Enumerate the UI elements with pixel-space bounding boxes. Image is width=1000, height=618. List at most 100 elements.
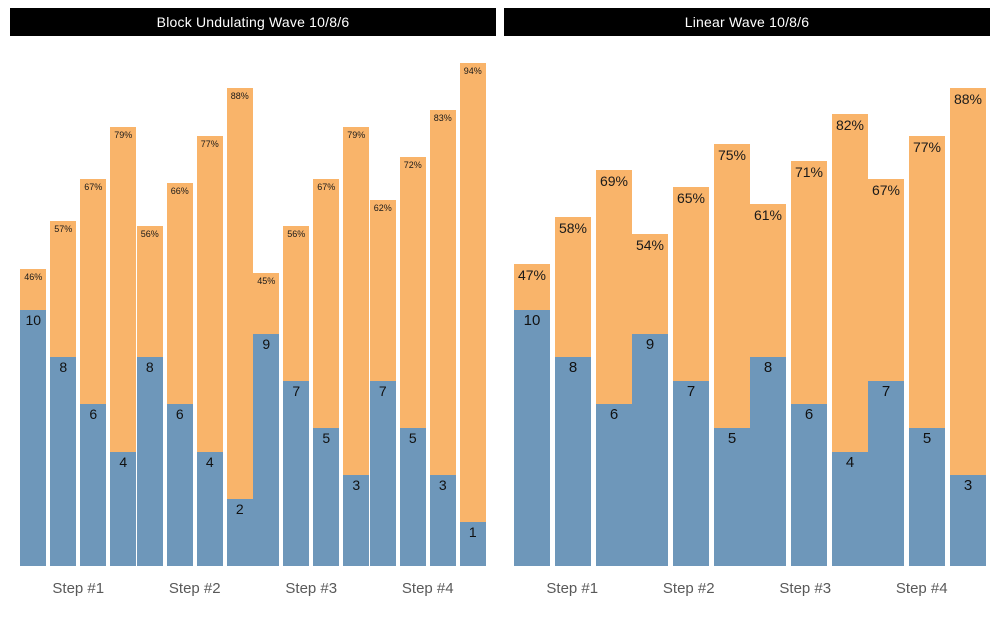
stacked-bar: 82% 4 — [832, 114, 868, 566]
chart-panel-block-undulating-wave: Block Undulating Wave 10/8/6 46% 10 57% 8 67… — [10, 8, 496, 597]
bar-group-step-4: 62% 7 72% 5 83% 3 94% 1 — [369, 63, 487, 566]
reps-segment: 8 — [555, 357, 591, 566]
reps-label: 6 — [175, 406, 184, 422]
axis-label-step-4: Step #4 — [401, 580, 454, 597]
reps-segment: 6 — [596, 404, 632, 566]
reps-segment: 3 — [343, 475, 370, 566]
reps-label: 3 — [438, 477, 447, 493]
bar-group-step-4: 67% 7 77% 5 88% 3 — [868, 88, 986, 566]
percent-label: 58% — [558, 220, 588, 236]
bar-group-step-3: 45% 9 56% 7 67% 5 79% 3 — [253, 127, 370, 566]
percent-label: 77% — [200, 139, 219, 149]
stacked-bar: 79% 3 — [343, 127, 370, 566]
reps-label: 5 — [408, 430, 417, 446]
stacked-bar: 65% 7 — [673, 187, 709, 566]
percent-label: 65% — [676, 190, 706, 206]
reps-label: 3 — [352, 477, 361, 493]
percent-label: 69% — [599, 173, 629, 189]
reps-segment: 3 — [429, 475, 456, 566]
axis-label-step-2: Step #2 — [662, 580, 715, 597]
stacked-bar: 67% 7 — [868, 179, 904, 566]
percent-label: 54% — [635, 237, 665, 253]
bar-group-step-1: 47% 10 58% 8 69% 6 — [514, 170, 632, 566]
bar-group-step-3: 61% 8 71% 6 82% 4 — [750, 114, 868, 566]
reps-label: 4 — [845, 454, 855, 471]
plot-area: 47% 10 58% 8 69% 6 54% 9 65% 7 75% 5 61% 8 71% 6 82% 4 67%… — [504, 36, 990, 566]
reps-segment: 6 — [80, 404, 107, 566]
stacked-bar: 77% 4 — [196, 136, 223, 566]
percent-label: 67% — [317, 182, 336, 192]
stacked-bar: 72% 5 — [399, 157, 426, 566]
percent-label: 46% — [24, 272, 43, 282]
reps-segment: 10 — [514, 310, 550, 566]
percent-label: 88% — [230, 91, 249, 101]
percent-label: 67% — [871, 182, 901, 198]
reps-segment: 5 — [313, 428, 340, 566]
reps-label: 4 — [119, 454, 128, 470]
chart-title: Linear Wave 10/8/6 — [684, 14, 810, 30]
x-axis-labels: Step #1 Step #2 Step #3 Step #4 — [504, 580, 990, 597]
percent-label: 83% — [433, 113, 452, 123]
reps-segment: 5 — [909, 428, 945, 566]
axis-label-step-4: Step #4 — [895, 580, 948, 597]
bar-group-step-2: 54% 9 65% 7 75% 5 — [632, 144, 750, 566]
workout-wave-charts: Block Undulating Wave 10/8/6 46% 10 57% 8 67… — [10, 8, 990, 597]
stacked-bar: 69% 6 — [596, 170, 632, 566]
stacked-bar: 58% 8 — [555, 217, 591, 566]
reps-segment: 8 — [750, 357, 786, 566]
percent-label: 88% — [953, 91, 983, 107]
stacked-bar: 79% 4 — [110, 127, 137, 566]
percent-label: 47% — [517, 267, 547, 283]
reps-segment: 7 — [868, 381, 904, 566]
reps-label: 6 — [804, 406, 814, 423]
stacked-bar: 88% 3 — [950, 88, 986, 566]
percent-label: 79% — [347, 130, 366, 140]
percent-label: 72% — [403, 160, 422, 170]
axis-label-step-3: Step #3 — [779, 580, 832, 597]
reps-segment: 1 — [459, 522, 486, 566]
reps-label: 7 — [881, 383, 891, 400]
reps-label: 9 — [262, 336, 271, 352]
reps-segment: 10 — [20, 310, 47, 566]
plot-area: 46% 10 57% 8 67% 6 79% 4 56% 8 66% 6 77% 4 88% 2 45% 9 56%… — [10, 36, 496, 566]
reps-label: 8 — [145, 359, 154, 375]
reps-label: 5 — [727, 430, 737, 447]
reps-segment: 9 — [253, 334, 280, 566]
stacked-bar: 75% 5 — [714, 144, 750, 566]
percent-label: 82% — [835, 117, 865, 133]
chart-panel-linear-wave: Linear Wave 10/8/6 47% 10 58% 8 69% 6 54% 9 65% 7… — [504, 8, 990, 597]
stacked-bar: 56% 8 — [136, 226, 163, 566]
percent-label: 62% — [373, 203, 392, 213]
stacked-bar: 61% 8 — [750, 204, 786, 566]
reps-segment: 6 — [791, 404, 827, 566]
reps-segment: 8 — [50, 357, 77, 566]
reps-label: 8 — [59, 359, 68, 375]
reps-segment: 7 — [369, 381, 396, 566]
reps-label: 3 — [963, 477, 973, 494]
reps-label: 4 — [205, 454, 214, 470]
reps-segment: 4 — [832, 452, 868, 566]
percent-label: 56% — [287, 229, 306, 239]
percent-label: 67% — [84, 182, 103, 192]
reps-segment: 2 — [226, 499, 253, 566]
stacked-bar: 62% 7 — [369, 200, 396, 566]
reps-segment: 5 — [399, 428, 426, 566]
percent-label: 75% — [717, 147, 747, 163]
reps-segment: 7 — [673, 381, 709, 566]
stacked-bar: 45% 9 — [253, 273, 280, 566]
reps-segment: 9 — [632, 334, 668, 566]
chart-title-bar: Linear Wave 10/8/6 — [504, 8, 990, 36]
axis-label-step-3: Step #3 — [285, 580, 338, 597]
stacked-bar: 47% 10 — [514, 264, 550, 566]
bar-group-step-1: 46% 10 57% 8 67% 6 79% 4 — [20, 127, 137, 566]
reps-label: 7 — [378, 383, 387, 399]
reps-segment: 5 — [714, 428, 750, 566]
reps-label: 5 — [322, 430, 331, 446]
percent-label: 45% — [257, 276, 276, 286]
x-axis-labels: Step #1 Step #2 Step #3 Step #4 — [10, 580, 496, 597]
percent-label: 79% — [114, 130, 133, 140]
stacked-bar: 54% 9 — [632, 234, 668, 566]
axis-label-step-1: Step #1 — [546, 580, 599, 597]
stacked-bar: 71% 6 — [791, 161, 827, 566]
stacked-bar: 77% 5 — [909, 136, 945, 566]
